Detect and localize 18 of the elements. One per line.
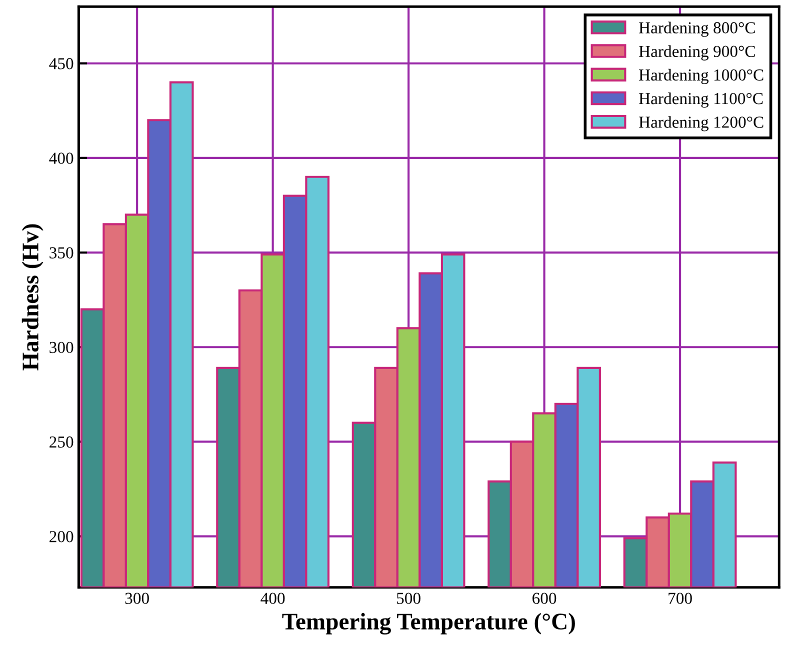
y-axis-title: Hardness (Hv)	[22, 224, 44, 370]
x-tick-label: 700	[668, 592, 692, 604]
legend-label: Hardening 1200°C	[638, 116, 764, 132]
x-tick-label: 400	[260, 592, 285, 604]
legend-label: Hardening 800°C	[638, 22, 755, 37]
y-tick-label: 400	[49, 152, 74, 164]
x-tick-label: 500	[397, 592, 420, 604]
legend-label: Hardening 900°C	[638, 45, 755, 60]
y-tick-label: 200	[50, 531, 74, 542]
y-tick-label: 350	[50, 247, 74, 258]
legend-label: Hardening 1000°C	[638, 68, 764, 84]
legend-label: Hardening 1100°C	[638, 92, 763, 108]
y-tick-label: 250	[50, 436, 74, 448]
y-tick-label: 300	[50, 342, 74, 354]
x-axis-title: Tempering Temperature (°C)	[282, 612, 575, 635]
x-tick-label: 300	[125, 592, 149, 604]
x-tick-label: 600	[532, 592, 556, 604]
y-tick-label: 450	[49, 58, 74, 70]
